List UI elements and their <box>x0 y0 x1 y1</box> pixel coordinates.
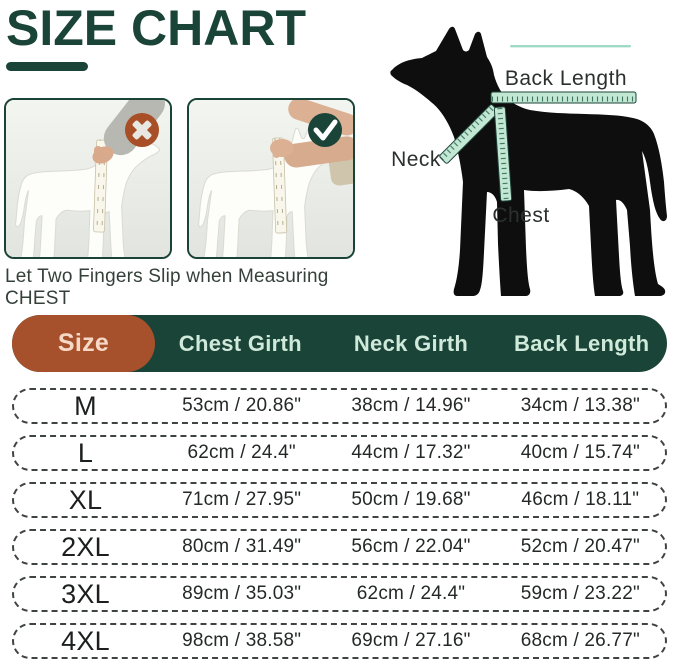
back-length-column-header: Back Length <box>514 330 650 356</box>
finger <box>273 140 280 158</box>
neck-girth-value: 56cm / 22.04" <box>351 536 471 557</box>
chest-tape <box>493 106 513 202</box>
lower-arm <box>284 136 353 168</box>
back-length-tape <box>490 91 637 104</box>
neck-girth-value: 69cm / 27.16" <box>351 630 471 651</box>
back-length-value: 40cm / 15.74" <box>520 442 640 463</box>
chest-label: Chest <box>492 204 549 227</box>
size-table-row: L 62cm / 24.4" 44cm / 17.32" 40cm / 15.7… <box>12 435 667 471</box>
size-table-row: XL 71cm / 27.95" 50cm / 19.68" 46cm / 18… <box>12 482 667 518</box>
neck-girth-value: 44cm / 17.32" <box>351 442 471 463</box>
size-value: 2XL <box>61 531 110 562</box>
size-table-row: M 53cm / 20.86" 38cm / 14.96" 34cm / 13.… <box>12 388 667 424</box>
checkmark-icon <box>308 113 342 147</box>
size-column-header: Size <box>12 315 155 372</box>
decorative-line <box>510 45 631 48</box>
chest-girth-value: 89cm / 35.03" <box>182 583 302 604</box>
chest-girth-value: 98cm / 38.58" <box>182 630 302 651</box>
back-length-label: Back Length <box>505 67 627 90</box>
measuring-photo-correct <box>187 98 355 259</box>
size-table-row: 4XL 98cm / 38.58" 69cm / 27.16" 68cm / 2… <box>12 623 667 659</box>
neck-girth-value: 50cm / 19.68" <box>351 489 471 510</box>
neck-girth-column-header: Neck Girth <box>353 330 469 356</box>
title-underline <box>6 62 88 71</box>
back-length-value: 52cm / 20.47" <box>520 536 640 557</box>
neck-girth-value: 62cm / 24.4" <box>356 583 466 604</box>
size-value: L <box>77 437 94 468</box>
size-table-body: M 53cm / 20.86" 38cm / 14.96" 34cm / 13.… <box>12 388 667 659</box>
measuring-photo-correct-scene <box>189 100 353 257</box>
measuring-photo-wrong-scene <box>6 100 170 257</box>
size-table: Size Chest Girth Neck Girth Back Length … <box>12 315 667 659</box>
chest-girth-value: 80cm / 31.49" <box>182 536 302 557</box>
size-value: XL <box>68 484 103 515</box>
chest-girth-value: 71cm / 27.95" <box>182 489 302 510</box>
chest-girth-value: 53cm / 20.86" <box>182 395 302 416</box>
size-value: 4XL <box>61 625 110 656</box>
back-length-value: 46cm / 18.11" <box>521 489 640 510</box>
dog-measurement-diagram: Back Length Neck Chest <box>390 26 667 296</box>
size-table-header: Size Chest Girth Neck Girth Back Length <box>12 315 667 372</box>
page-title: SIZE CHART <box>6 0 306 56</box>
back-length-value: 68cm / 26.77" <box>520 630 640 651</box>
measuring-photo-wrong <box>4 98 172 259</box>
chest-girth-value: 62cm / 24.4" <box>187 442 296 463</box>
finger <box>94 146 102 163</box>
size-table-row: 2XL 80cm / 31.49" 56cm / 22.04" 52cm / 2… <box>12 529 667 565</box>
back-length-value: 59cm / 23.22" <box>520 583 640 604</box>
neck-girth-value: 38cm / 14.96" <box>351 395 471 416</box>
neck-label: Neck <box>391 148 441 171</box>
back-length-value: 34cm / 13.38" <box>520 395 640 416</box>
size-table-row: 3XL 89cm / 35.03" 62cm / 24.4" 59cm / 23… <box>12 576 667 612</box>
chest-girth-column-header: Chest Girth <box>178 330 302 356</box>
measuring-tape <box>272 137 288 234</box>
size-value: M <box>74 390 97 421</box>
measuring-caption: Let Two Fingers Slip when Measuring CHES… <box>5 266 329 309</box>
x-mark-icon <box>125 113 159 147</box>
size-value: 3XL <box>61 578 110 609</box>
